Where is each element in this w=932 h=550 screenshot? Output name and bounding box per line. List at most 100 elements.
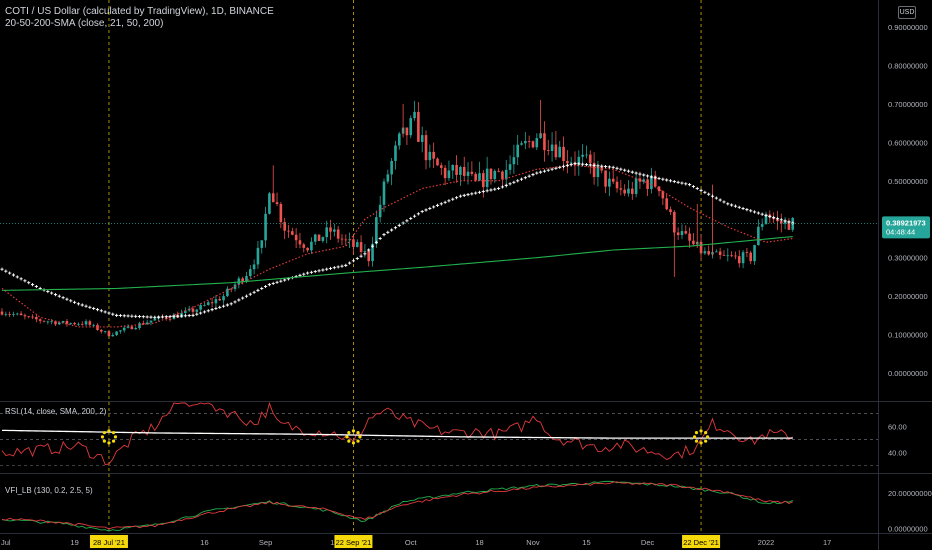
sma-50-cross xyxy=(775,217,780,221)
sma-50-cross xyxy=(443,200,447,204)
candle-body xyxy=(107,331,111,337)
candle-body xyxy=(329,227,332,232)
sma-50-cross xyxy=(516,179,520,183)
sma-50-line xyxy=(0,161,795,319)
candle-body xyxy=(50,321,53,323)
candle-body xyxy=(73,323,76,325)
sma-50-cross xyxy=(229,302,233,306)
candle-body xyxy=(229,288,233,290)
candle-body xyxy=(779,221,783,224)
candle-body xyxy=(394,145,397,161)
candle-body xyxy=(623,189,626,194)
sma-50-cross xyxy=(321,268,325,272)
sma-50-cross xyxy=(569,162,573,167)
currency-badge[interactable]: USD xyxy=(898,6,916,19)
sma-50-cross xyxy=(76,302,80,306)
candle-body xyxy=(627,188,630,194)
candle-body xyxy=(333,229,336,232)
sma-50-cross xyxy=(191,313,195,317)
candle-body xyxy=(592,162,596,178)
sma-50-cross xyxy=(539,170,543,174)
sma-50-cross xyxy=(382,233,386,237)
candle-body xyxy=(516,144,519,158)
sma-50-cross xyxy=(302,272,306,276)
candle-body xyxy=(581,154,584,157)
sma-50-cross xyxy=(359,254,363,258)
sma-50-cross xyxy=(573,161,577,166)
vfi-tick-label: 0.00000000 xyxy=(888,524,928,533)
sma-50-cross xyxy=(313,269,317,274)
time-tick-label: Nov xyxy=(526,538,540,547)
sma-50-cross xyxy=(435,203,440,207)
candle-body xyxy=(451,164,455,171)
candle-body xyxy=(61,321,65,323)
sma-50-cross xyxy=(611,165,615,169)
candle-body xyxy=(344,239,348,241)
sma-50-cross xyxy=(252,290,256,294)
sma-50-cross xyxy=(160,315,165,319)
candle-body xyxy=(287,230,290,232)
candle-body xyxy=(142,323,145,325)
signal-dot xyxy=(102,431,106,435)
sma-50-cross xyxy=(615,166,619,170)
candles-group xyxy=(0,100,795,337)
sma-50-cross xyxy=(393,226,398,230)
candle-body xyxy=(271,193,275,203)
sma-50-cross xyxy=(46,289,50,294)
candle-body xyxy=(367,251,371,262)
bar-countdown: 04:48:44 xyxy=(886,227,915,236)
candle-body xyxy=(440,165,443,168)
candle-body xyxy=(27,316,31,318)
candle-body xyxy=(42,320,46,322)
candle-body xyxy=(306,247,309,251)
candle-body xyxy=(191,308,195,312)
candle-body xyxy=(631,188,634,194)
time-tick-label: 2022 xyxy=(758,538,775,547)
candle-body xyxy=(764,214,768,225)
rsi-signal-marker xyxy=(100,429,118,445)
sma-50-cross xyxy=(760,212,764,216)
rsi-signal-marker xyxy=(345,429,362,445)
sma-50-cross xyxy=(23,279,27,283)
sma-50-cross xyxy=(668,179,673,183)
candle-body xyxy=(546,150,550,151)
candle-body xyxy=(294,234,298,241)
candle-body xyxy=(130,326,134,330)
sma-50-cross xyxy=(386,230,390,234)
time-tick-label: 15 xyxy=(582,538,590,547)
candle-body xyxy=(749,252,753,262)
sma-50-cross xyxy=(535,171,539,175)
candle-body xyxy=(566,161,569,164)
candle-body xyxy=(707,251,710,255)
signal-dot xyxy=(111,431,116,435)
sma-50-cross xyxy=(210,308,214,312)
last-price-label[interactable] xyxy=(882,216,930,239)
candle-body xyxy=(237,278,241,285)
candle-body xyxy=(638,178,642,182)
candle-body xyxy=(378,204,382,218)
sma-50-cross xyxy=(244,294,249,298)
candle-body xyxy=(615,181,619,189)
candle-body xyxy=(405,127,409,136)
candle-body xyxy=(413,111,416,119)
sma-50-cross xyxy=(275,280,279,284)
highlighted-date-label: 22 Dec '21 xyxy=(682,535,721,548)
sma-50-cross xyxy=(214,306,218,311)
candle-body xyxy=(527,141,531,142)
sma-50-cross xyxy=(149,315,153,319)
symbol-title: COTI / US Dollar (calculated by TradingV… xyxy=(5,6,274,17)
indicator-legend: 20-50-200-SMA (close, 21, 50, 200) xyxy=(5,18,164,29)
candle-body xyxy=(447,170,451,179)
sma-50-cross xyxy=(733,204,738,208)
sma-50-cross xyxy=(130,314,134,318)
candle-body xyxy=(684,231,688,234)
candle-body xyxy=(673,212,676,233)
signal-dot xyxy=(705,435,710,439)
sma-50-cross xyxy=(428,206,432,211)
sma-50-cross xyxy=(164,315,168,319)
price-tick-label: 0.60000000 xyxy=(888,138,928,147)
signal-dot xyxy=(351,429,356,433)
candle-body xyxy=(58,322,61,325)
candle-body xyxy=(474,173,477,181)
